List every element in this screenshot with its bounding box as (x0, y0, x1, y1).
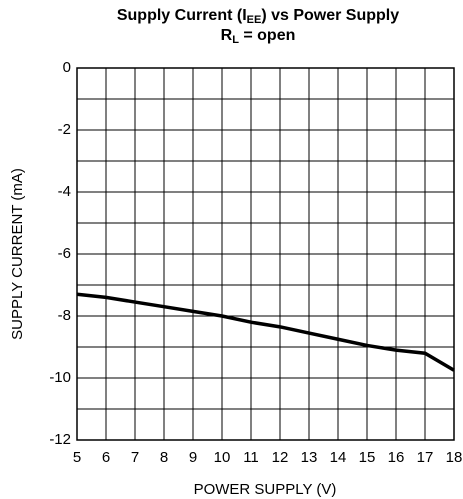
y-axis-label: SUPPLY CURRENT (mA) (9, 168, 26, 340)
subtitle-part: = open (239, 27, 295, 44)
x-tick-label: 5 (73, 449, 81, 466)
chart-title: Supply Current (IEE) vs Power Supply (117, 7, 399, 26)
x-tick-label: 7 (131, 449, 139, 466)
x-tick-label: 9 (189, 449, 197, 466)
data-line (76, 292, 455, 372)
y-tick-label: -6 (58, 245, 71, 262)
y-tick-label: -10 (49, 369, 71, 386)
plot-frame (76, 67, 455, 441)
subtitle-subscript: L (232, 34, 239, 46)
title-part: ) vs Power Supply (261, 7, 399, 24)
y-tick-label: 0 (63, 59, 71, 76)
chart-subtitle: RL = open (221, 27, 296, 46)
x-tick-label: 10 (214, 449, 231, 466)
x-tick-label: 16 (388, 449, 405, 466)
x-tick-label: 18 (446, 449, 463, 466)
x-tick-label: 11 (243, 449, 259, 466)
x-tick-label: 8 (160, 449, 168, 466)
x-tick-label: 17 (417, 449, 434, 466)
y-tick-label: -2 (58, 121, 71, 138)
y-tick-label: -8 (58, 307, 71, 324)
x-tick-label: 15 (359, 449, 376, 466)
x-tick-label: 12 (272, 449, 289, 466)
y-tick-label: -12 (49, 431, 71, 448)
x-tick-label: 14 (330, 449, 347, 466)
subtitle-part: R (221, 27, 233, 44)
title-part: Supply Current (I (117, 7, 247, 24)
y-tick-label: -4 (58, 183, 71, 200)
x-tick-label: 6 (102, 449, 110, 466)
x-axis-label: POWER SUPPLY (V) (194, 481, 337, 498)
x-tick-label: 13 (301, 449, 318, 466)
title-subscript: EE (247, 14, 262, 26)
